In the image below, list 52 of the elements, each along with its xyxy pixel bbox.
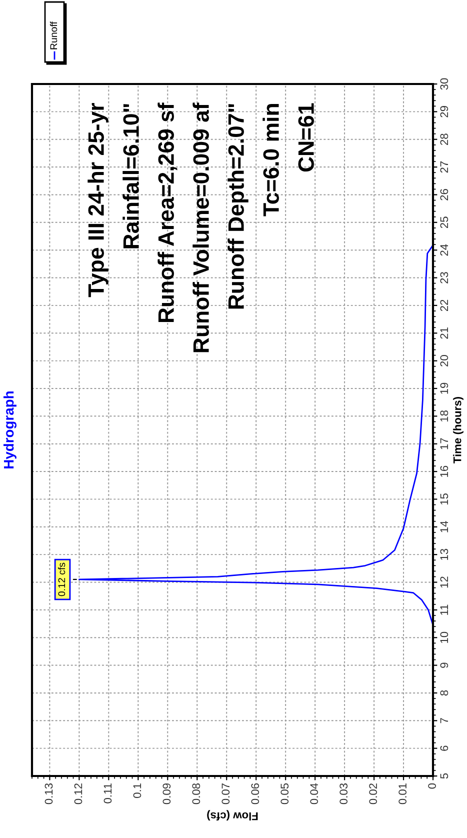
y-tick-label: 30 [440,78,448,90]
y-tick-label: 5 [440,773,448,779]
y-tick-label: 16 [440,466,448,477]
y-axis-title: Time (hours) [453,397,464,464]
y-tick-label: 21 [440,327,448,339]
y-tick-label: 12 [440,576,448,588]
annotation: 0.12 cfs [58,562,66,596]
y-tick-label: 15 [440,493,448,505]
annotation: Runoff Volume=0.009 af [192,102,209,352]
y-tick-label: 14 [440,521,448,532]
y-tick-label: 11 [440,604,448,615]
y-tick-label: 29 [440,106,448,118]
text: Hydrograph [3,392,17,468]
x-tick-label: 0.09 [162,783,171,804]
y-tick-label: 8 [440,690,448,696]
y-tick-label: 13 [440,548,448,560]
annotation: Type III 24-hr 25-yr [88,103,108,298]
annotation: Tc=6.0 min [262,104,279,216]
text: Runoff [50,22,58,50]
y-tick-label: 26 [440,189,448,200]
x-tick-label: 0.03 [340,783,348,804]
x-tick-label: 0.11 [104,783,112,804]
x-tick-label: 0.02 [369,784,378,804]
y-tick-label: 18 [440,410,448,422]
x-tick-label: 0.04 [310,783,318,804]
x-tick-label: 0.07 [222,784,230,804]
annotation: Rainfall=6.10" [122,104,139,248]
x-tick-label: 0.01 [398,783,406,804]
x-tick-label: 0.08 [192,783,200,804]
y-tick-label: 10 [440,632,448,643]
y-tick-label: 17 [440,438,448,450]
x-tick-label: 0.06 [251,783,260,804]
y-tick-label: 9 [440,662,448,668]
x-tick-label: 0.13 [44,783,53,804]
y-tick-label: 23 [440,272,448,284]
y-tick-label: 28 [440,134,448,145]
y-tick-label: 25 [440,216,448,228]
x-tick-label: 0.1 [133,783,142,798]
x-tick-label: 0 [428,783,436,789]
y-tick-label: 24 [440,244,448,256]
annotation: Runoff Depth=2.07" [228,104,248,309]
y-tick-label: 22 [440,300,448,312]
x-axis-title: Flow (cfs) [207,810,258,820]
y-tick-label: 7 [440,718,448,724]
y-tick-label: 19 [440,382,448,394]
x-tick-label: 0.05 [280,783,289,804]
annotation: Runoff Area=2,269 sf [158,102,178,322]
y-tick-label: 20 [440,355,448,366]
y-tick-label: 6 [440,746,448,751]
y-tick-label: 27 [440,161,448,173]
annotation: CN=61 [298,103,314,172]
x-tick-label: 0.12 [74,784,82,804]
